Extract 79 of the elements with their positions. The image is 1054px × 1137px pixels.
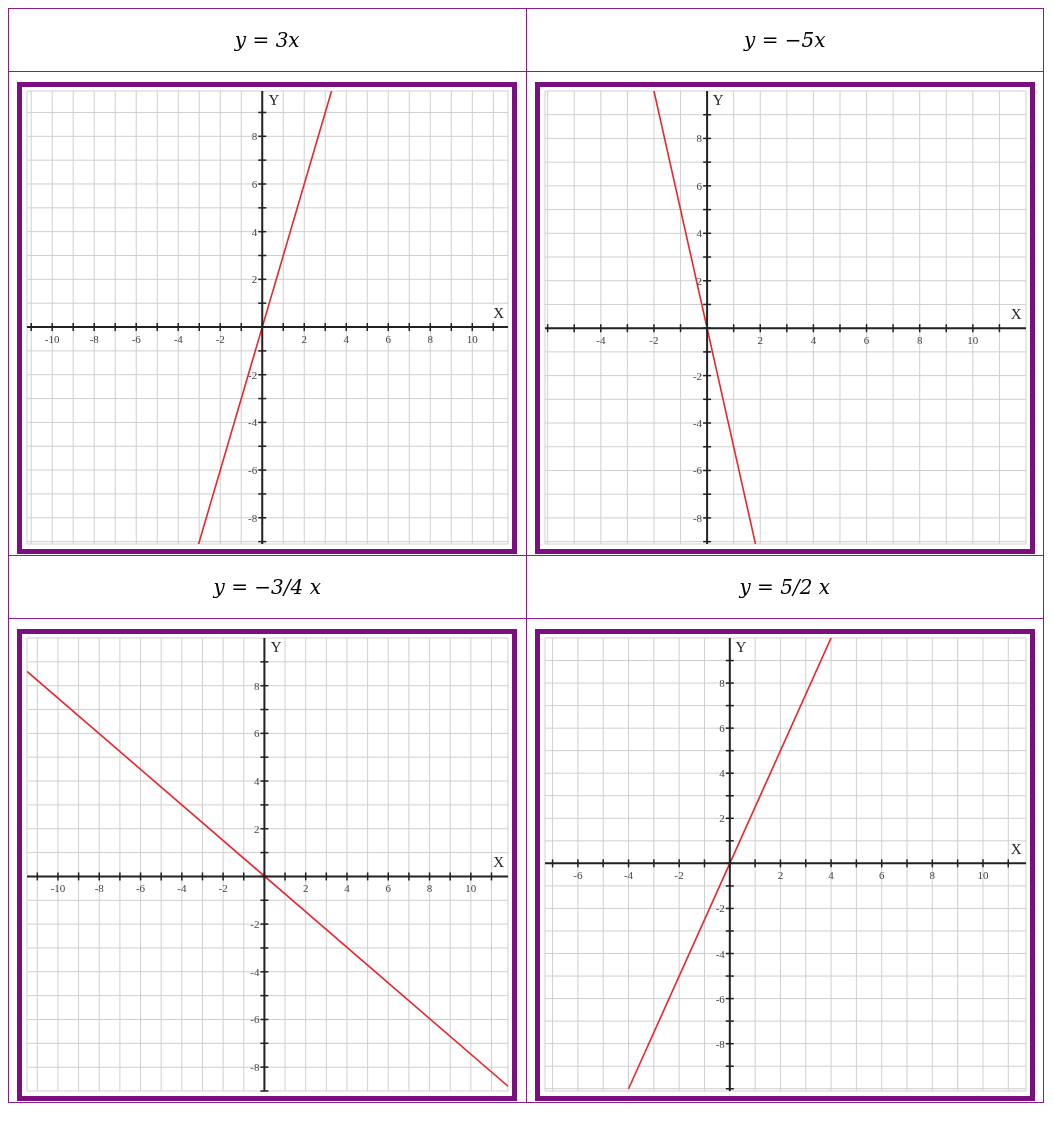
x-tick-label: 6 <box>385 333 392 346</box>
y-axis-title: Y <box>267 92 281 108</box>
x-tick-label: -10 <box>50 882 67 895</box>
y-tick-label: 2 <box>696 274 702 287</box>
chart-title: y = 3x <box>8 8 526 72</box>
x-tick-label: -4 <box>173 333 184 346</box>
y-tick-label: 8 <box>719 677 726 690</box>
chart-title: y = 5/2 x <box>526 555 1044 619</box>
x-tick-label: -2 <box>215 333 226 346</box>
x-tick-label: -8 <box>89 333 100 346</box>
x-tick-label: 10 <box>467 333 479 346</box>
y-tick-label: 6 <box>252 177 258 190</box>
x-tick-label: 6 <box>385 882 392 895</box>
x-tick-label: -6 <box>131 333 142 346</box>
y-tick-label: -6 <box>250 1013 261 1026</box>
y-tick-label: -4 <box>250 965 261 978</box>
x-tick-label: 4 <box>344 882 351 895</box>
x-axis-title: X <box>492 305 506 322</box>
y-tick-label: 4 <box>719 767 726 780</box>
y-tick-label: -8 <box>250 1061 261 1074</box>
y-tick-label: 4 <box>252 225 258 238</box>
y-tick-label: -4 <box>715 947 726 960</box>
y-tick-label: 2 <box>719 812 725 825</box>
y-tick-label: 6 <box>719 722 726 735</box>
y-tick-label: 6 <box>254 727 261 740</box>
x-tick-label: 6 <box>878 869 885 882</box>
x-tick-label: 10 <box>977 869 989 882</box>
y-axis-title: Y <box>734 639 748 655</box>
x-tick-label: 8 <box>916 334 923 347</box>
x-tick-label: -6 <box>136 882 146 895</box>
x-axis-title: X <box>492 854 506 871</box>
x-tick-label: 10 <box>465 882 478 895</box>
x-axis-title: X <box>1009 306 1023 323</box>
chart-title: y = −5x <box>526 8 1044 72</box>
x-tick-label: -10 <box>45 333 61 346</box>
x-tick-label: 6 <box>863 334 870 347</box>
y-tick-label: -6 <box>692 464 703 477</box>
y-tick-label: 2 <box>254 822 260 835</box>
x-tick-label: -4 <box>623 869 634 882</box>
y-tick-label: -2 <box>692 369 702 382</box>
y-tick-label: -4 <box>692 417 703 430</box>
y-tick-label: -8 <box>248 511 258 524</box>
x-tick-label: 4 <box>828 869 835 882</box>
x-tick-label: -2 <box>649 334 659 347</box>
y-tick-label: 8 <box>696 132 703 145</box>
x-tick-label: -2 <box>218 882 228 895</box>
x-tick-label: -4 <box>177 882 188 895</box>
y-tick-label: 4 <box>254 775 261 788</box>
x-tick-label: 2 <box>757 334 763 347</box>
x-tick-label: -6 <box>573 869 583 882</box>
y-tick-label: -8 <box>692 511 703 524</box>
y-tick-label: -8 <box>715 1037 726 1050</box>
x-tick-label: 4 <box>343 333 350 346</box>
y-axis-title: Y <box>711 92 725 108</box>
chart-title: y = −3/4 x <box>8 555 526 619</box>
x-tick-label: 8 <box>427 882 434 895</box>
y-tick-label: -6 <box>248 464 258 477</box>
y-tick-label: -2 <box>250 918 260 931</box>
y-tick-label: 8 <box>254 679 261 692</box>
y-tick-label: -4 <box>248 416 258 429</box>
y-tick-label: -6 <box>715 992 726 1005</box>
x-tick-label: 10 <box>967 334 979 347</box>
x-tick-label: -4 <box>595 334 606 347</box>
x-tick-label: -8 <box>94 882 105 895</box>
y-tick-label: 4 <box>696 227 703 240</box>
x-tick-label: 2 <box>303 882 309 895</box>
y-axis-title: Y <box>269 639 283 655</box>
x-tick-label: 4 <box>810 334 817 347</box>
x-axis-title: X <box>1009 841 1023 858</box>
x-tick-label: 2 <box>301 333 308 346</box>
x-tick-label: 2 <box>777 869 783 882</box>
x-tick-label: 8 <box>427 333 434 346</box>
y-tick-label: -2 <box>248 368 258 381</box>
x-tick-label: 8 <box>929 869 936 882</box>
y-tick-label: -2 <box>715 902 725 915</box>
y-tick-label: 2 <box>252 273 258 286</box>
y-tick-label: 6 <box>696 179 703 192</box>
y-tick-label: 8 <box>252 130 258 143</box>
x-tick-label: -2 <box>674 869 684 882</box>
